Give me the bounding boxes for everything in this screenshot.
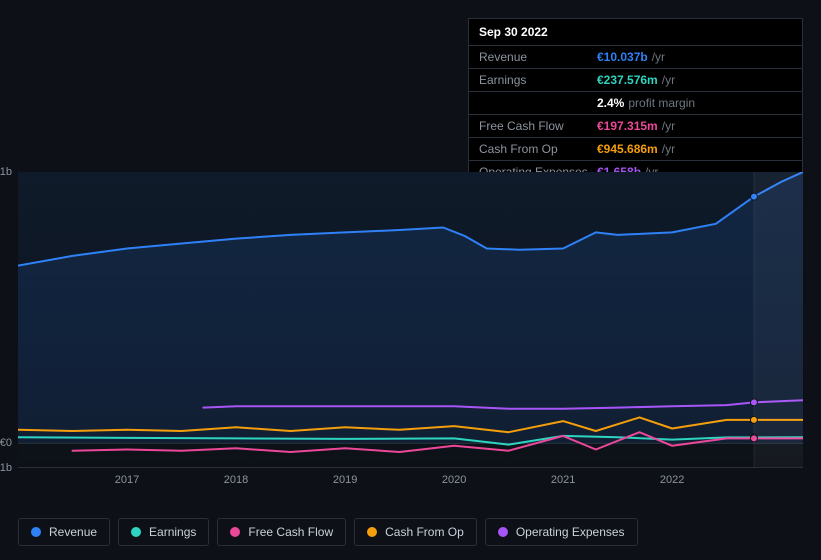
series-area-revenue [18, 172, 803, 443]
legend-item-earnings[interactable]: Earnings [118, 518, 209, 546]
legend-swatch [498, 527, 508, 537]
tooltip-label: Free Cash Flow [479, 119, 597, 133]
y-axis-label: €0 [0, 437, 12, 449]
financials-chart: €11b€0-€1b 201720182019202020212022 [18, 160, 803, 480]
legend-swatch [230, 527, 240, 537]
tooltip-label: Revenue [479, 50, 597, 64]
legend-swatch [31, 527, 41, 537]
x-axis-label: 2018 [224, 474, 248, 486]
tooltip-value: 2.4% [597, 96, 624, 110]
chart-svg [18, 172, 803, 468]
y-axis-label: -€1b [0, 462, 12, 474]
tooltip-label: Cash From Op [479, 142, 597, 156]
tooltip-value: €197.315m [597, 119, 658, 133]
legend-label: Free Cash Flow [248, 525, 333, 539]
tooltip-unit: /yr [662, 119, 675, 133]
legend-item-revenue[interactable]: Revenue [18, 518, 110, 546]
tooltip-value: €945.686m [597, 142, 658, 156]
chart-legend: Revenue Earnings Free Cash Flow Cash From O… [18, 518, 638, 546]
tooltip-unit: /yr [652, 50, 665, 64]
tooltip-row: Revenue€10.037b/yr [469, 46, 802, 69]
legend-label: Earnings [149, 525, 196, 539]
x-axis-label: 2021 [551, 474, 575, 486]
y-axis-label: €11b [0, 166, 12, 178]
legend-swatch [131, 527, 141, 537]
future-period-band [754, 172, 803, 467]
tooltip-row: Cash From Op€945.686m/yr [469, 138, 802, 161]
x-axis-label: 2022 [660, 474, 684, 486]
tooltip-label [479, 96, 597, 110]
legend-item-free-cash-flow[interactable]: Free Cash Flow [217, 518, 346, 546]
legend-swatch [367, 527, 377, 537]
tooltip-unit: /yr [662, 142, 675, 156]
tooltip-unit: profit margin [628, 96, 695, 110]
tooltip-unit: /yr [662, 73, 675, 87]
legend-item-cash-from-op[interactable]: Cash From Op [354, 518, 477, 546]
legend-item-operating-expenses[interactable]: Operating Expenses [485, 518, 638, 546]
tooltip-value: €10.037b [597, 50, 648, 64]
legend-label: Cash From Op [385, 525, 464, 539]
tooltip-label: Earnings [479, 73, 597, 87]
tooltip-row: 2.4% profit margin [469, 92, 802, 115]
tooltip-row: Free Cash Flow€197.315m/yr [469, 115, 802, 138]
legend-label: Operating Expenses [516, 525, 625, 539]
tooltip-date: Sep 30 2022 [469, 19, 802, 46]
tooltip-value: €237.576m [597, 73, 658, 87]
x-axis-label: 2020 [442, 474, 466, 486]
legend-label: Revenue [49, 525, 97, 539]
x-axis-label: 2017 [115, 474, 139, 486]
tooltip-row: Earnings€237.576m/yr [469, 69, 802, 92]
chart-plot-area[interactable] [18, 172, 803, 468]
x-axis-label: 2019 [333, 474, 357, 486]
